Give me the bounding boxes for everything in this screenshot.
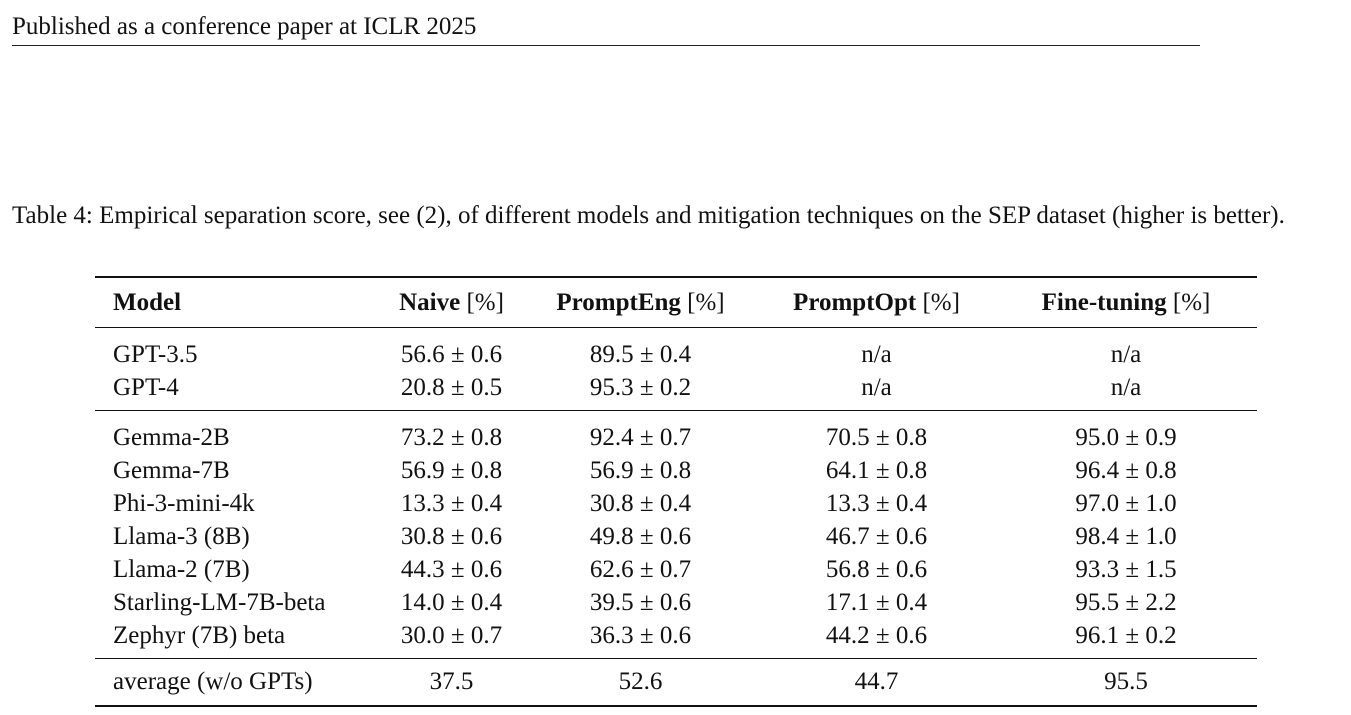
cell-prompteng: 62.6 ± 0.7 (589, 555, 692, 583)
cell-model: GPT-3.5 (113, 340, 198, 368)
cell-promptopt: 44.2 ± 0.6 (825, 621, 928, 649)
cell-finetuning: 95.5 (995, 658, 1257, 706)
cell-finetuning: n/a (1110, 373, 1142, 401)
cell-finetuning: 97.0 ± 1.0 (1075, 489, 1177, 517)
cell-promptopt: 70.5 ± 0.8 (758, 410, 995, 454)
column-header-label: Model (113, 288, 182, 316)
running-header: Published as a conference paper at ICLR … (12, 12, 1200, 46)
cell-model: Zephyr (7B) beta (113, 621, 286, 649)
table-row: Llama-3 (8B) 30.8 ± 0.6 49.8 ± 0.6 46.7 … (95, 520, 1257, 553)
table-caption: Table 4: Empirical separation score, see… (12, 202, 1285, 229)
cell-model: Llama-2 (7B) (113, 555, 250, 583)
cell-prompteng: 89.5 ± 0.4 (589, 340, 692, 368)
column-header-label: Naive (399, 288, 461, 316)
column-header-naive: Naive [%] (380, 277, 523, 328)
cell-naive: 37.5 (380, 658, 523, 706)
column-header-promptopt: PromptOpt [%] (758, 277, 995, 328)
cell-finetuning: 96.1 ± 0.2 (1075, 621, 1177, 649)
cell-naive: 30.8 ± 0.6 (400, 522, 503, 550)
column-header-prompteng: PromptEng [%] (523, 277, 758, 328)
cell-model: Llama-3 (8B) (113, 522, 250, 550)
cell-naive: 56.6 ± 0.6 (400, 340, 503, 368)
cell-prompteng: 30.8 ± 0.4 (589, 489, 692, 517)
cell-promptopt: 56.8 ± 0.6 (825, 555, 928, 583)
cell-model: average (w/o GPTs) (95, 658, 380, 706)
cell-model: Phi-3-mini-4k (113, 489, 255, 517)
table-row: Zephyr (7B) beta 30.0 ± 0.7 36.3 ± 0.6 4… (95, 619, 1257, 659)
table-row: Phi-3-mini-4k 13.3 ± 0.4 30.8 ± 0.4 13.3… (95, 487, 1257, 520)
column-header-unit: [%] (922, 288, 960, 316)
cell-promptopt: n/a (861, 373, 892, 401)
cell-finetuning: 95.0 ± 0.9 (995, 410, 1257, 454)
table-row: GPT-3.5 56.6 ± 0.6 89.5 ± 0.4 n/a n/a (95, 328, 1257, 372)
column-header-unit: [%] (1172, 288, 1211, 316)
column-header-unit: [%] (687, 288, 725, 316)
cell-naive: 73.2 ± 0.8 (380, 410, 523, 454)
cell-promptopt: 44.7 (758, 658, 995, 706)
results-table: Model Naive [%] PromptEng [%] PromptOpt … (95, 276, 1257, 707)
cell-model: Gemma-2B (95, 410, 380, 454)
column-header-label: PromptEng (556, 288, 681, 316)
table-row: Gemma-7B 56.9 ± 0.8 56.9 ± 0.8 64.1 ± 0.… (95, 454, 1257, 487)
cell-prompteng: 52.6 (523, 658, 758, 706)
table-row: Starling-LM-7B-beta 14.0 ± 0.4 39.5 ± 0.… (95, 586, 1257, 619)
cell-naive: 44.3 ± 0.6 (400, 555, 503, 583)
cell-promptopt: 13.3 ± 0.4 (825, 489, 928, 517)
cell-prompteng: 92.4 ± 0.7 (523, 410, 758, 454)
cell-promptopt: n/a (861, 340, 892, 368)
cell-prompteng: 36.3 ± 0.6 (589, 621, 692, 649)
cell-promptopt: 46.7 ± 0.6 (825, 522, 928, 550)
cell-naive: 30.0 ± 0.7 (400, 621, 503, 649)
results-table-container: Model Naive [%] PromptEng [%] PromptOpt … (95, 276, 1257, 707)
cell-model: Gemma-7B (113, 456, 230, 484)
cell-naive: 56.9 ± 0.8 (400, 456, 503, 484)
table-row: Gemma-2B 73.2 ± 0.8 92.4 ± 0.7 70.5 ± 0.… (95, 410, 1257, 454)
cell-promptopt: 64.1 ± 0.8 (825, 456, 928, 484)
cell-naive: 13.3 ± 0.4 (400, 489, 503, 517)
cell-promptopt: 17.1 ± 0.4 (825, 588, 928, 616)
cell-prompteng: 56.9 ± 0.8 (589, 456, 692, 484)
table-row: Llama-2 (7B) 44.3 ± 0.6 62.6 ± 0.7 56.8 … (95, 553, 1257, 586)
cell-prompteng: 39.5 ± 0.6 (589, 588, 692, 616)
cell-model: GPT-4 (113, 373, 179, 401)
cell-finetuning: n/a (1110, 340, 1142, 368)
cell-prompteng: 49.8 ± 0.6 (589, 522, 692, 550)
column-header-label: Fine-tuning (1041, 288, 1167, 316)
cell-finetuning: 93.3 ± 1.5 (1075, 555, 1177, 583)
column-header-unit: [%] (466, 288, 504, 316)
column-header-label: PromptOpt (793, 288, 917, 316)
cell-finetuning: 95.5 ± 2.2 (1075, 588, 1177, 616)
table-row: GPT-4 20.8 ± 0.5 95.3 ± 0.2 n/a n/a (95, 371, 1257, 411)
cell-naive: 14.0 ± 0.4 (400, 588, 503, 616)
cell-finetuning: 96.4 ± 0.8 (1075, 456, 1177, 484)
cell-model: Starling-LM-7B-beta (113, 588, 326, 616)
cell-prompteng: 95.3 ± 0.2 (589, 373, 692, 401)
cell-naive: 20.8 ± 0.5 (400, 373, 503, 401)
table-header-row: Model Naive [%] PromptEng [%] PromptOpt … (95, 277, 1257, 328)
cell-finetuning: 98.4 ± 1.0 (1075, 522, 1177, 550)
column-header-model: Model (95, 277, 380, 328)
column-header-finetuning: Fine-tuning [%] (995, 277, 1257, 328)
average-row: average (w/o GPTs) 37.5 52.6 44.7 95.5 (95, 658, 1257, 706)
